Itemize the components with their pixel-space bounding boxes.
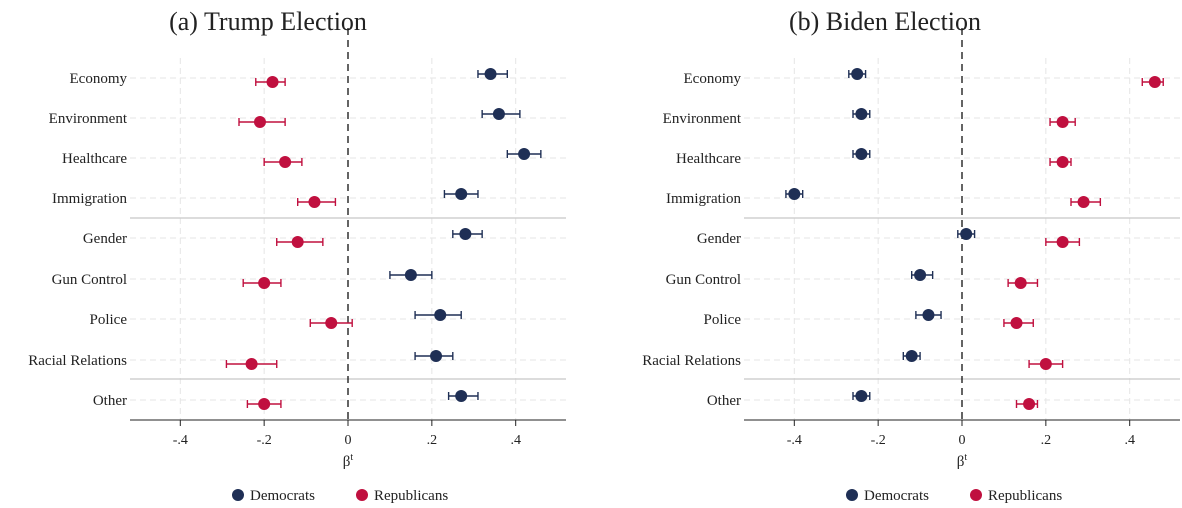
x-tick-label: -.2 <box>871 433 886 448</box>
series-republicans <box>1003 76 1164 410</box>
category-label: Environment <box>663 111 742 127</box>
x-tick-label: .4 <box>510 433 521 448</box>
category-label: Racial Relations <box>28 353 127 369</box>
data-point <box>960 228 973 240</box>
data-point <box>245 358 258 370</box>
data-point <box>855 108 868 120</box>
category-label: Racial Relations <box>642 353 741 369</box>
data-point <box>1023 398 1036 410</box>
legend: Democrats Republicans <box>846 488 1062 504</box>
legend-label: Democrats <box>864 488 929 504</box>
category-label: Gender <box>83 231 127 247</box>
x-tick-label: -.2 <box>257 433 272 448</box>
legend-marker <box>846 489 858 501</box>
category-label: Healthcare <box>62 151 127 167</box>
data-point <box>1056 156 1069 168</box>
data-point <box>253 116 266 128</box>
data-point <box>430 350 443 362</box>
data-point <box>922 309 935 321</box>
data-point <box>905 350 918 362</box>
category-label: Police <box>90 312 128 328</box>
category-label: Immigration <box>666 191 741 207</box>
category-label: Environment <box>49 111 128 127</box>
legend-label: Republicans <box>374 488 448 504</box>
legend-marker <box>356 489 368 501</box>
legend-label: Democrats <box>250 488 315 504</box>
data-point <box>434 309 447 321</box>
chart-title: (b) Biden Election <box>789 7 981 36</box>
x-tick-label: -.4 <box>173 433 188 448</box>
data-point <box>1039 358 1052 370</box>
data-point <box>484 68 497 80</box>
data-point <box>404 269 417 281</box>
chart-panel-2: (b) Biden Election -.4 -.2 0 .2 .4 βt Economy En… <box>642 7 1180 504</box>
data-point <box>855 148 868 160</box>
chart-title: (a) Trump Election <box>169 7 367 36</box>
legend: Democrats Republicans <box>232 488 448 504</box>
data-point <box>1056 236 1069 248</box>
legend-label: Republicans <box>988 488 1062 504</box>
data-point <box>325 317 338 329</box>
category-label: Gender <box>697 231 741 247</box>
data-point <box>1014 277 1027 289</box>
series-republicans <box>225 76 353 410</box>
category-label: Economy <box>684 71 742 87</box>
series-democrats <box>389 68 542 402</box>
data-point <box>1010 317 1023 329</box>
series-democrats <box>785 68 976 402</box>
data-point <box>266 76 279 88</box>
category-label: Economy <box>70 71 128 87</box>
data-point <box>1077 196 1090 208</box>
category-label: Gun Control <box>666 272 741 288</box>
category-label: Gun Control <box>52 272 127 288</box>
legend-marker <box>232 489 244 501</box>
data-point <box>455 188 468 200</box>
x-tick-label: .2 <box>1041 433 1052 448</box>
category-label: Healthcare <box>676 151 741 167</box>
data-point <box>492 108 505 120</box>
legend-marker <box>970 489 982 501</box>
data-point <box>1056 116 1069 128</box>
category-label: Other <box>707 393 741 409</box>
x-tick-label: .2 <box>427 433 438 448</box>
data-point <box>788 188 801 200</box>
data-point <box>459 228 472 240</box>
x-tick-label: 0 <box>345 433 352 448</box>
data-point <box>455 390 468 402</box>
category-label: Other <box>93 393 127 409</box>
x-tick-label: -.4 <box>787 433 802 448</box>
data-point <box>291 236 304 248</box>
data-point <box>855 390 868 402</box>
data-point <box>258 398 271 410</box>
data-point <box>1148 76 1161 88</box>
data-point <box>914 269 927 281</box>
data-point <box>258 277 271 289</box>
x-axis-label: βt <box>957 452 968 470</box>
data-point <box>518 148 531 160</box>
category-label: Immigration <box>52 191 127 207</box>
x-tick-label: .4 <box>1124 433 1135 448</box>
data-point <box>851 68 864 80</box>
x-axis-label: βt <box>343 452 354 470</box>
data-point <box>279 156 292 168</box>
x-tick-label: 0 <box>959 433 966 448</box>
chart-panel-1: (a) Trump Election -.4 -.2 0 .2 .4 βt Economy En… <box>28 7 566 504</box>
category-label: Police <box>704 312 742 328</box>
data-point <box>308 196 321 208</box>
